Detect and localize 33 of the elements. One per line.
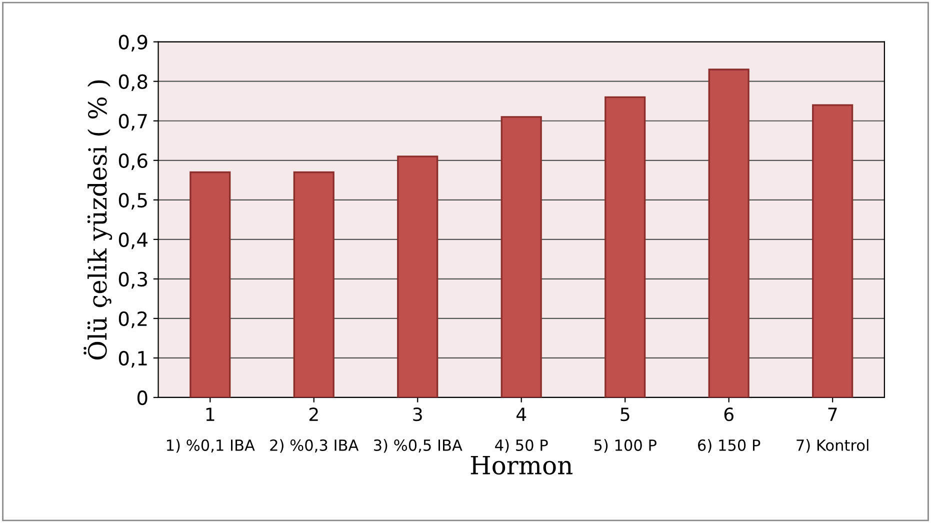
bar — [812, 104, 854, 398]
text: 1) %0,1 IBA — [166, 439, 255, 453]
y-tick-label: 0,4 — [118, 232, 148, 250]
text: 7) Kontrol — [796, 439, 868, 453]
y-tick-label: 0,9 — [118, 34, 148, 52]
y-tick-label: 0,3 — [118, 272, 147, 289]
bar — [500, 116, 542, 398]
y-tick-label: 0,7 — [118, 114, 147, 131]
y-tick-label: 0 — [137, 390, 148, 406]
bar — [397, 156, 438, 398]
x-tick-label: 3 — [413, 408, 422, 422]
x-tick-label: 4 — [516, 408, 526, 421]
x-tick-label: 6 — [724, 408, 734, 422]
bar — [190, 171, 231, 398]
x-tick-label: 2 — [309, 408, 318, 421]
x-tick-label: 1 — [206, 408, 214, 421]
y-tick-label: 0,2 — [118, 311, 147, 328]
bar — [293, 171, 334, 398]
text: 5) 100 P — [594, 439, 656, 453]
y-tick-label: 0,8 — [118, 74, 148, 92]
y-tick-label: 0,6 — [118, 153, 148, 170]
y-tick-label: 0,1 — [118, 350, 147, 368]
text: 3) %0,5 IBA — [374, 439, 462, 453]
y-tick-label: 0,5 — [118, 192, 147, 210]
x-tick-label: 5 — [620, 408, 630, 422]
x-tick-label: 7 — [828, 408, 837, 421]
text: 4) 50 P — [495, 439, 548, 453]
x-axis-title: Hormon — [470, 456, 572, 475]
bar — [604, 96, 646, 398]
bar — [708, 68, 750, 398]
y-axis-title: Ölü çelik yüzdesi ( % ) — [84, 80, 112, 360]
text: 2) %0,3 IBA — [270, 439, 359, 453]
text: 6) 150 P — [698, 439, 760, 453]
